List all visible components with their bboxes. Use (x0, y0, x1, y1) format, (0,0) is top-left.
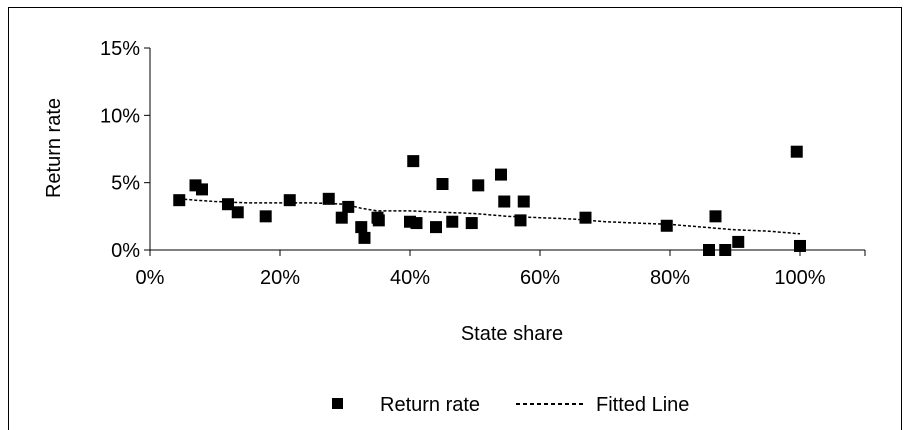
legend-label-return-rate: Return rate (380, 394, 480, 416)
data-point (495, 168, 507, 181)
data-point (196, 183, 208, 196)
data-point (514, 214, 527, 227)
data-point (703, 244, 715, 256)
data-point (709, 210, 722, 223)
data-point (410, 217, 423, 230)
data-point (579, 211, 592, 224)
data-point (283, 194, 296, 207)
data-point (231, 206, 244, 219)
y-tick-label: 0% (111, 240, 140, 262)
x-tick-label: 0% (136, 267, 165, 289)
x-tick-label: 40% (390, 267, 430, 289)
plot-area: 0% 5% 10% 15% 0% 20% 40% 60% 80% 100% (100, 38, 866, 289)
data-point (472, 179, 485, 192)
x-tick-label: 60% (520, 267, 560, 289)
data-point (407, 155, 420, 168)
data-point (322, 192, 335, 205)
data-point (794, 239, 806, 252)
y-tick-label: 15% (100, 38, 140, 60)
data-point (498, 195, 511, 208)
data-point (173, 194, 186, 207)
legend-marker-return-rate (332, 398, 343, 409)
data-point (732, 235, 745, 248)
x-tick-label: 20% (260, 267, 300, 289)
y-axis-title: Return rate (43, 98, 65, 198)
return-rate-series (173, 145, 806, 256)
data-point (259, 210, 272, 223)
y-tick-label: 10% (100, 105, 140, 127)
data-point (355, 221, 368, 234)
data-point (790, 145, 803, 158)
data-point (342, 200, 355, 213)
fitted-line (179, 198, 801, 235)
data-point (660, 219, 673, 232)
data-point (372, 214, 385, 227)
data-point (430, 221, 442, 234)
x-tick-label: 80% (650, 267, 690, 289)
data-point (335, 211, 348, 224)
fitted-line-series (179, 198, 801, 235)
data-point (436, 178, 449, 191)
legend-label-fitted-line: Fitted Line (596, 394, 689, 416)
x-ticks: 0% 20% 40% 60% 80% 100% (136, 250, 866, 289)
legend: Return rate Fitted Line (332, 394, 689, 416)
data-point (719, 244, 732, 256)
data-point (446, 215, 459, 228)
data-point (465, 217, 478, 230)
y-ticks: 0% 5% 10% 15% (100, 38, 150, 262)
data-point (222, 198, 234, 211)
x-tick-label: 100% (774, 267, 825, 289)
x-axis-title: State share (461, 323, 563, 345)
y-tick-label: 5% (111, 173, 140, 195)
data-point (358, 231, 371, 244)
data-point (517, 195, 530, 208)
